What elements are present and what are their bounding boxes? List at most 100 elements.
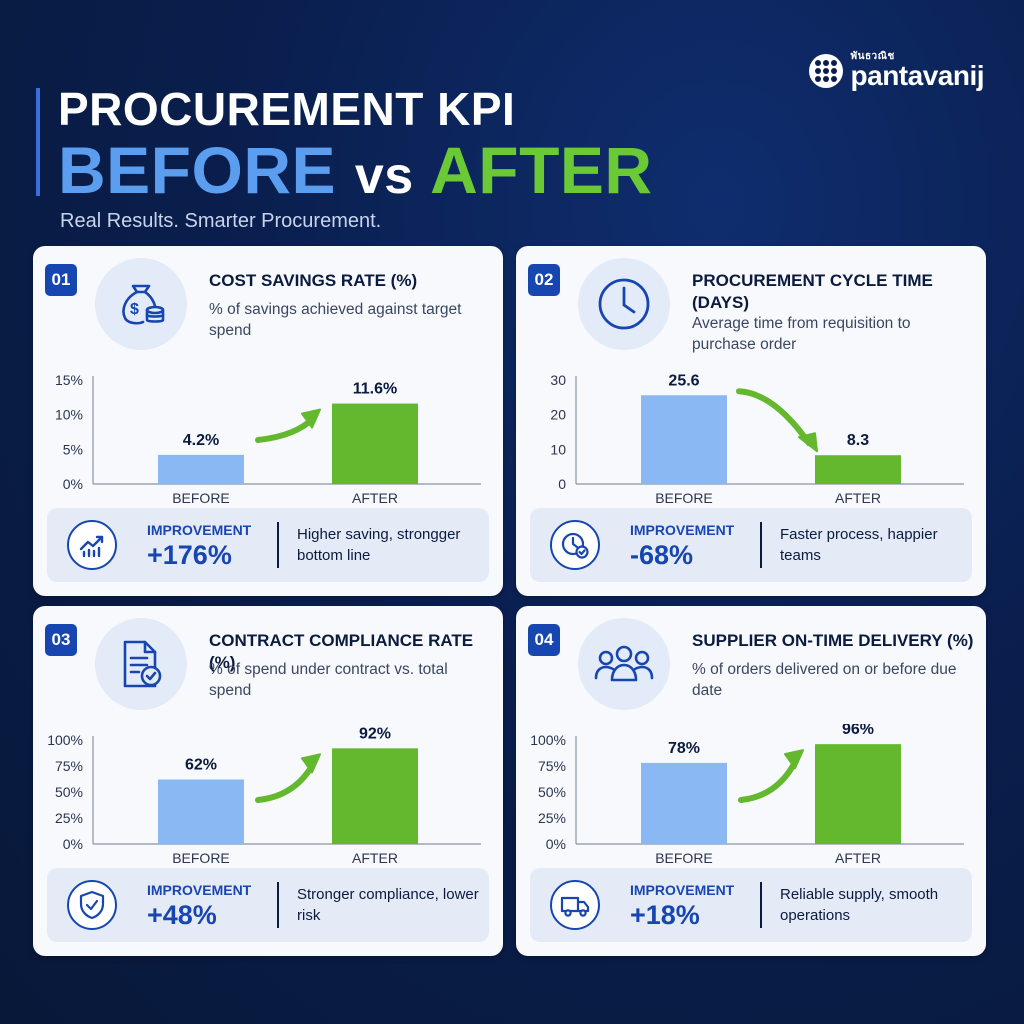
improvement-value: +176% [147,540,232,570]
page-title-comparison: BEFORE vs AFTER [58,132,653,208]
card-description: % of savings achieved against target spe… [209,301,462,339]
y-tick-label: 25% [55,810,83,826]
improvement-label: IMPROVEMENT [630,882,735,898]
logo-name: pantavanij [850,60,985,91]
improvement-note: Reliable supply, smooth operations [780,886,939,924]
bar-before [641,395,727,484]
y-tick-label: 75% [538,758,566,774]
bar-after [815,744,901,844]
x-category-label: BEFORE [655,850,713,866]
title-accent-bar [36,88,40,196]
truck-icon [550,880,600,930]
bar-value-label: 78% [668,740,700,757]
bar-value-label: 11.6% [353,381,397,398]
card-number: 04 [528,624,560,656]
bar-chart-contract-compliance: 0% 25% 50% 75% 100% 62% BEFORE 92% AFTER [47,725,481,866]
page-title: PROCUREMENT KPI [58,83,516,135]
bar-chart-cost-savings: 0% 5% 10% 15% 4.2% BEFORE 11.6% AFTER [55,372,481,506]
improvement-value: +18% [630,900,700,930]
y-tick-label: 30 [550,372,566,388]
bar-after [332,748,418,844]
improvement-note: Higher saving, strongger bottom line [297,526,461,564]
x-category-label: AFTER [835,850,881,866]
improvement-label: IMPROVEMENT [147,882,252,898]
improvement-panel: IMPROVEMENT +48% Stronger compliance, lo… [47,868,489,942]
bar-value-label: 96% [842,724,874,738]
improvement-note: Stronger compliance, lower risk [297,886,479,924]
bar-value-label: 8.3 [847,432,869,449]
improvement-label: IMPROVEMENT [147,522,252,538]
kpi-card-cost-savings: 01 $ COST SAVINGS RATE (%) % of savings … [33,246,503,596]
bar-chart-on-time-delivery: 0% 25% 50% 75% 100% 78% BEFORE 96% AFTER [530,724,964,866]
logo-thai-text: พันธวณิช [850,51,895,62]
card-number: 02 [528,264,560,296]
x-category-label: BEFORE [172,490,230,506]
x-category-label: AFTER [352,850,398,866]
card-number: 03 [45,624,77,656]
trend-arrow [738,749,804,803]
footer-divider [760,882,762,928]
improvement-value: -68% [630,540,694,570]
page-subtitle: Real Results. Smarter Procurement. [60,210,382,232]
bar-chart-cycle-time: 0 10 20 30 25.6 BEFORE 8.3 AFTER [550,372,964,506]
brand-logo: พันธวณิช pantavanij [808,51,985,91]
trend-arrow [736,388,818,453]
bar-after [815,455,901,484]
x-category-label: BEFORE [172,850,230,866]
title-vs: vs [354,147,414,205]
svg-text:$: $ [130,301,139,318]
card-number: 01 [45,264,77,296]
improvement-panel: IMPROVEMENT -68% Faster process, happier… [530,508,972,582]
y-tick-label: 100% [530,732,566,748]
y-tick-label: 75% [55,758,83,774]
kpi-card-on-time-delivery: 04 SUPPLIER ON-TIME DELIVERY (%) % of or… [516,606,986,956]
footer-divider [277,522,279,568]
card-description: % of orders delivered on or before due d… [692,661,957,699]
card-description: % of spend under contract vs. total spen… [209,661,448,699]
improvement-value: +48% [147,900,217,930]
trend-arrow [255,753,321,803]
x-category-label: AFTER [352,490,398,506]
trend-arrow [255,408,321,443]
bar-before [158,454,244,484]
money-bag-icon: $ [95,258,187,350]
x-category-label: AFTER [835,490,881,506]
title-after: AFTER [430,133,653,207]
y-tick-label: 0% [63,836,83,852]
bar-value-label: 4.2% [183,432,219,449]
shield-check-icon [67,880,117,930]
footer-divider [760,522,762,568]
bar-value-label: 92% [359,725,391,742]
y-tick-label: 20 [550,407,566,423]
kpi-card-contract-compliance: 03 CONTRACT COMPLIANCE RATE (%) % of spe… [33,606,503,956]
y-tick-label: 10 [550,441,566,457]
bar-value-label: 62% [185,757,217,774]
y-tick-label: 15% [55,372,83,388]
y-tick-label: 50% [55,784,83,800]
improvement-label: IMPROVEMENT [630,522,735,538]
people-group-icon [578,618,670,710]
bar-before [158,779,244,844]
bar-before [641,762,727,844]
card-title: SUPPLIER ON-TIME DELIVERY (%) [692,631,974,650]
improvement-note: Faster process, happier teams [780,526,938,564]
y-tick-label: 5% [63,441,83,457]
card-title: CONTRACT COMPLIANCE RATE (%) [209,631,474,673]
x-category-label: BEFORE [655,490,713,506]
clock-icon [578,258,670,350]
bar-value-label: 25.6 [668,372,699,389]
logo-dots-icon [808,54,843,88]
y-tick-label: 25% [538,810,566,826]
kpi-card-cycle-time: 02 PROCUREMENT CYCLE TIME (DAYS) Average… [516,246,986,596]
trend-up-icon [67,520,117,570]
card-title: PROCUREMENT CYCLE TIME (DAYS) [692,271,933,313]
y-tick-label: 50% [538,784,566,800]
card-description: Average time from requisition to purchas… [692,315,911,353]
bar-after [332,403,418,484]
clock-check-icon [550,520,600,570]
y-tick-label: 0 [558,476,566,492]
improvement-panel: IMPROVEMENT +176% Higher saving, strongg… [47,508,489,582]
footer-divider [277,882,279,928]
y-tick-label: 0% [546,836,566,852]
y-tick-label: 100% [47,732,83,748]
